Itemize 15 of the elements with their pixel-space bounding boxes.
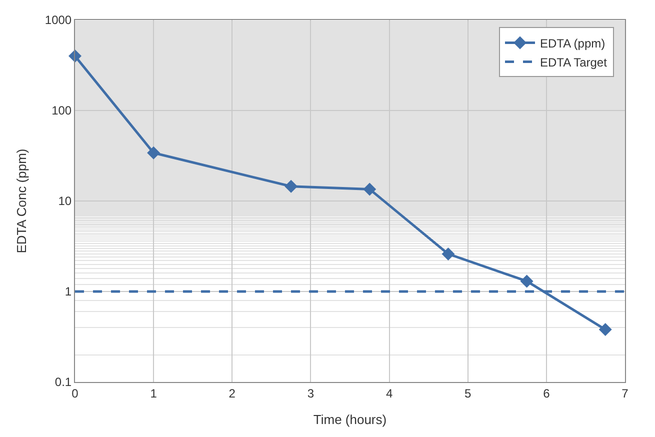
x-tick-label: 0	[72, 386, 79, 400]
legend-label: EDTA (ppm)	[540, 36, 606, 50]
x-tick-label: 4	[386, 386, 393, 400]
x-tick-label: 7	[622, 386, 629, 400]
x-tick-label: 1	[150, 386, 158, 400]
x-tick-label: 3	[307, 386, 314, 400]
y-axis-title: EDTA Conc (ppm)	[14, 148, 29, 254]
x-tick-label: 6	[543, 386, 550, 400]
x-axis-title: Time (hours)	[313, 412, 387, 427]
x-tick-label: 5	[464, 386, 472, 400]
y-tick-label: 10	[58, 194, 72, 208]
x-tick-label: 2	[228, 386, 236, 400]
y-tick-label: 1000	[44, 13, 72, 28]
y-tick-label: 0.1	[54, 375, 72, 390]
y-tick-label: 100	[52, 104, 72, 118]
